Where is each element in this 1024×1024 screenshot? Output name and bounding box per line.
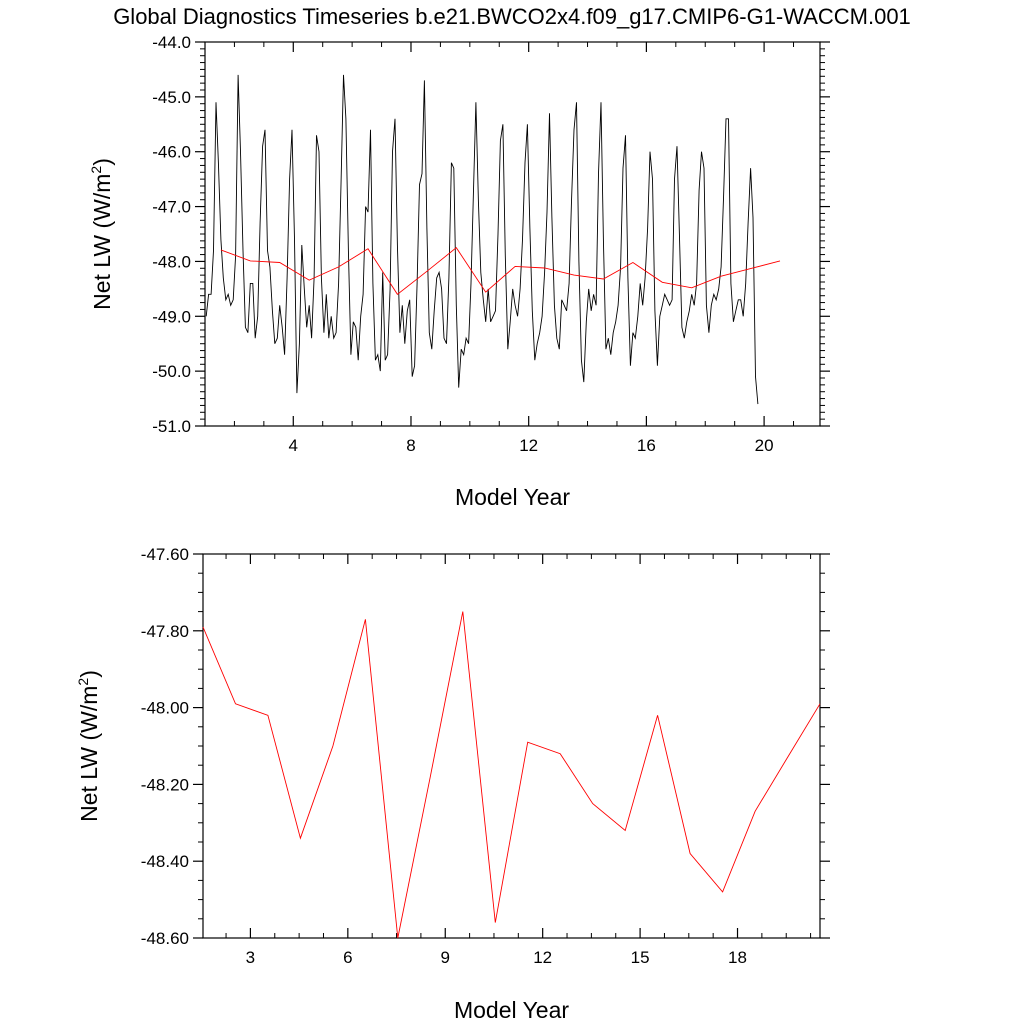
monthly-line [205, 74, 759, 405]
y-axis-label-top: Net LW (W/m2) [88, 158, 115, 310]
y-tick-label: -48.20 [141, 775, 189, 794]
annual-mean-line [202, 611, 821, 939]
x-tick-label: 15 [631, 948, 650, 967]
plot-frame-top [204, 41, 821, 427]
y-tick-label: -49.0 [152, 307, 191, 326]
x-tick-label: 12 [533, 948, 552, 967]
y-tick-label: -48.40 [141, 852, 189, 871]
y-tick-label: -45.0 [152, 88, 191, 107]
annual-mean-line [220, 247, 781, 295]
y-tick-label: -48.60 [141, 929, 189, 948]
y-axis-label-bottom: Net LW (W/m2) [75, 670, 102, 822]
panel-top: 4 8 12 16 20 -51.0 -50.0 -49.0 -48.0 -47.0 -46.0 -4… [88, 33, 830, 510]
y-axis-label-sup: 2 [75, 678, 91, 686]
x-tick-label: 6 [343, 948, 352, 967]
y-axis-label-text: Net LW (W/m [89, 174, 115, 310]
y-axis-label-sup: 2 [88, 166, 104, 174]
y-tick-label: -47.80 [141, 622, 189, 641]
x-axis-label-top: Model Year [455, 484, 570, 510]
y-tick-label: -46.0 [152, 143, 191, 162]
x-tick-label: 9 [441, 948, 450, 967]
chart-title: Global Diagnostics Timeseries b.e21.BWCO… [113, 4, 911, 29]
x-tick-label: 18 [728, 948, 747, 967]
y-tick-label: -51.0 [152, 417, 191, 436]
y-tick-label: -47.0 [152, 198, 191, 217]
y-tick-label: -44.0 [152, 33, 191, 52]
y-tick-label: -48.0 [152, 252, 191, 271]
x-tick-label: 8 [406, 436, 415, 455]
y-axis-label-end: ) [76, 670, 102, 678]
y-axis-label-end: ) [89, 158, 115, 166]
x-tick-label: 20 [755, 436, 774, 455]
series-top [205, 74, 781, 405]
y-tick-label: -47.60 [141, 545, 189, 564]
axis-ticks-top: 4 8 12 16 20 -51.0 -50.0 -49.0 -48.0 -47.0 -46.0 -4… [152, 33, 830, 455]
x-tick-label: 12 [519, 436, 538, 455]
y-tick-label: -50.0 [152, 362, 191, 381]
x-tick-label: 4 [289, 436, 298, 455]
x-axis-label-bottom: Model Year [454, 997, 569, 1023]
y-axis-label-text: Net LW (W/m [76, 686, 102, 822]
x-tick-label: 3 [246, 948, 255, 967]
panel-bottom: 3 6 9 12 15 18 -48.60 -48.40 -48.20 -48.00 -47.80 -… [75, 545, 830, 1023]
series-bottom [202, 611, 821, 939]
axis-ticks-bottom: 3 6 9 12 15 18 -48.60 -48.40 -48.20 -48.00 -47.80 -… [141, 545, 830, 967]
y-tick-label: -48.00 [141, 699, 189, 718]
x-tick-label: 16 [637, 436, 656, 455]
